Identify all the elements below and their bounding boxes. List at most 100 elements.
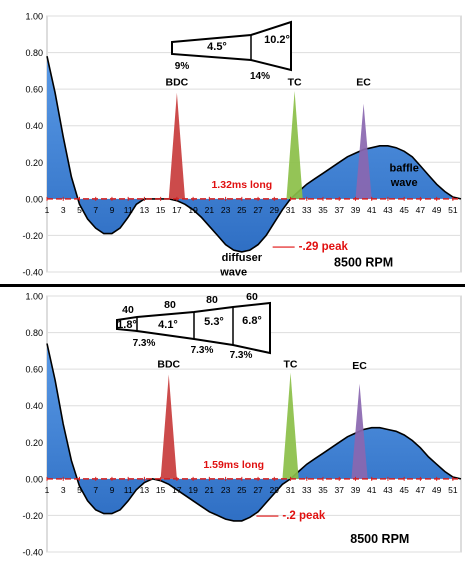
x-tick-label: 43: [383, 205, 393, 215]
x-tick-label: 51: [448, 485, 458, 495]
y-tick-label: -0.20: [22, 511, 43, 521]
cone-angle-label: 1.8°: [117, 319, 137, 331]
cone-angle-label: 4.1°: [158, 319, 178, 331]
x-tick-label: 39: [351, 205, 361, 215]
y-tick-label: 0.60: [25, 85, 43, 95]
cone-angle-label: 4.5°: [207, 41, 227, 53]
cone-length-label: 14%: [250, 71, 270, 82]
cone-rpm-label: 80: [206, 294, 218, 306]
x-tick-label: 7: [93, 485, 98, 495]
x-tick-label: 41: [367, 485, 377, 495]
annotation-duration: 1.32ms long: [211, 179, 272, 191]
diffuser-cone-sketch: 40 1.8° 80 4.1° 80 5.3° 60 6.8° 7.3% 7.3% 7.3%: [116, 291, 271, 361]
x-tick-label: 3: [61, 205, 66, 215]
valve-spike: [168, 92, 185, 199]
x-tick-label: 29: [270, 205, 280, 215]
x-tick-label: 15: [156, 485, 166, 495]
annotation-bdc: BDC: [166, 76, 189, 88]
y-tick-label: 0.60: [25, 365, 43, 375]
x-tick-label: 5: [77, 205, 82, 215]
x-tick-label: 47: [416, 485, 426, 495]
annotation-baffle_line1: baffle: [390, 162, 419, 174]
cone-rpm-label: 40: [122, 304, 134, 316]
x-tick-label: 19: [188, 205, 198, 215]
annotation-rpm: 8500 RPM: [334, 256, 393, 270]
x-tick-label: 23: [221, 485, 231, 495]
annotation-tc: TC: [284, 358, 298, 370]
x-tick-label: 41: [367, 205, 377, 215]
y-tick-label: 0.00: [25, 194, 43, 204]
x-tick-label: 25: [237, 485, 247, 495]
x-tick-label: 1: [45, 205, 50, 215]
x-tick-label: 21: [205, 485, 215, 495]
cone-angle-label: 10.2°: [264, 34, 290, 46]
y-tick-label: 0.20: [25, 438, 43, 448]
annotation-peak: -.2 peak: [282, 510, 325, 522]
annotation-tc: TC: [288, 76, 302, 88]
x-tick-label: 27: [253, 485, 263, 495]
y-tick-label: 0.80: [25, 48, 43, 58]
valve-spike: [160, 374, 177, 479]
x-tick-label: 11: [124, 205, 133, 215]
x-tick-label: 37: [335, 205, 345, 215]
x-tick-label: 43: [383, 485, 393, 495]
x-tick-label: 19: [188, 485, 198, 495]
y-tick-label: 0.40: [25, 121, 43, 131]
x-tick-label: 9: [110, 485, 115, 495]
x-tick-label: 45: [399, 205, 409, 215]
annotation-ec: EC: [352, 360, 367, 372]
x-tick-label: 27: [253, 205, 263, 215]
x-tick-label: 51: [448, 205, 458, 215]
y-tick-label: 0.20: [25, 158, 43, 168]
x-tick-label: 13: [140, 485, 150, 495]
y-tick-label: 0.80: [25, 328, 43, 338]
x-tick-label: 49: [432, 205, 442, 215]
pressure-area: [47, 56, 461, 252]
x-tick-label: 1: [45, 485, 50, 495]
annotation-diffuser_line2: wave: [219, 267, 247, 279]
cone-length-label: 7.3%: [191, 345, 214, 356]
x-tick-label: 37: [335, 485, 345, 495]
cone-rpm-label: 80: [164, 299, 176, 311]
x-tick-label: 33: [302, 485, 312, 495]
x-tick-label: 3: [61, 485, 66, 495]
x-tick-label: 17: [172, 205, 182, 215]
cone-length-label: 7.3%: [230, 350, 253, 361]
x-tick-label: 17: [172, 485, 182, 495]
valve-spike: [351, 383, 368, 479]
x-tick-label: 25: [237, 205, 247, 215]
valve-spike: [286, 90, 303, 199]
y-tick-label: 0.40: [25, 401, 43, 411]
cone-length-label: 7.3%: [133, 338, 156, 349]
bottom-pressure-chart: 1.000.800.600.400.200.00-0.20-0.401 3 5 7 9 1…: [22, 291, 462, 558]
x-tick-label: 35: [318, 485, 328, 495]
y-tick-label: 1.00: [25, 292, 43, 302]
panel-divider: [0, 284, 465, 287]
x-tick-label: 21: [205, 205, 215, 215]
pressure-curve: [46, 343, 462, 522]
x-tick-label: 31: [286, 485, 296, 495]
valve-spike: [282, 372, 299, 479]
x-tick-label: 15: [156, 205, 166, 215]
y-tick-label: -0.40: [22, 268, 43, 278]
annotation-baffle_line2: wave: [390, 177, 418, 189]
x-tick-label: 49: [432, 485, 442, 495]
diffuser-cone-sketch: 4.5° 10.2° 9% 14%: [171, 20, 292, 82]
x-tick-label: 9: [110, 205, 115, 215]
annotation-duration: 1.59ms long: [203, 459, 264, 471]
x-tick-label: 7: [93, 205, 98, 215]
annotation-rpm: 8500 RPM: [350, 532, 409, 546]
x-tick-label: 11: [124, 485, 133, 495]
top-pressure-chart: 1.000.800.600.400.200.00-0.20-0.401 3 5 7 9 1…: [22, 12, 462, 279]
x-tick-label: 47: [416, 205, 426, 215]
cone-angle-label: 6.8°: [242, 315, 262, 327]
valve-spike: [355, 103, 372, 199]
x-tick-label: 29: [270, 485, 280, 495]
annotation-diffuser_line1: diffuser: [222, 252, 263, 264]
y-tick-label: -0.40: [22, 548, 43, 558]
cone-length-label: 9%: [175, 61, 190, 72]
x-tick-label: 5: [77, 485, 82, 495]
x-tick-label: 39: [351, 485, 361, 495]
x-tick-label: 45: [399, 485, 409, 495]
